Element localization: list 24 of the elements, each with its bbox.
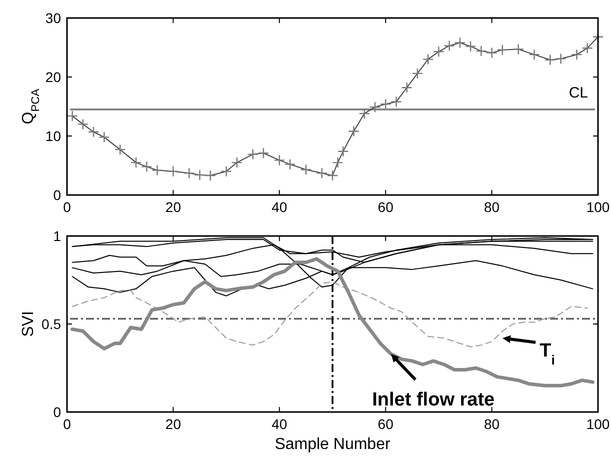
x-tick-label: 60 xyxy=(378,199,394,215)
y-tick-label: 0.5 xyxy=(42,316,62,332)
x-tick-label: 20 xyxy=(165,199,182,215)
y-tick-label: 1 xyxy=(53,228,62,244)
y-tick-label: 30 xyxy=(45,10,62,26)
y-tick-label: 0 xyxy=(53,404,62,420)
x-tick-label: 0 xyxy=(63,199,72,215)
annotation: T$_{i}$ xyxy=(540,340,555,367)
x-tick-label: 40 xyxy=(272,416,288,432)
annotation: Inlet flow rate xyxy=(372,390,495,411)
x-tick-label: 60 xyxy=(378,416,394,432)
y-tick-label: 10 xyxy=(45,128,62,144)
x-tick-label: 100 xyxy=(586,416,610,432)
x-tick-label: 0 xyxy=(63,416,72,432)
x-tick-label: 100 xyxy=(586,199,610,215)
x-tick-label: 40 xyxy=(272,199,288,215)
y-tick-label: 20 xyxy=(45,69,62,85)
ref-line-label: CL xyxy=(568,84,588,102)
x-axis-title: Sample Number xyxy=(274,436,391,453)
x-tick-label: 80 xyxy=(484,416,500,432)
x-tick-label: 80 xyxy=(484,199,500,215)
x-tick-label: 20 xyxy=(165,416,182,432)
y-tick-label: 0 xyxy=(53,187,62,203)
y-axis-title: SVI xyxy=(20,311,37,337)
